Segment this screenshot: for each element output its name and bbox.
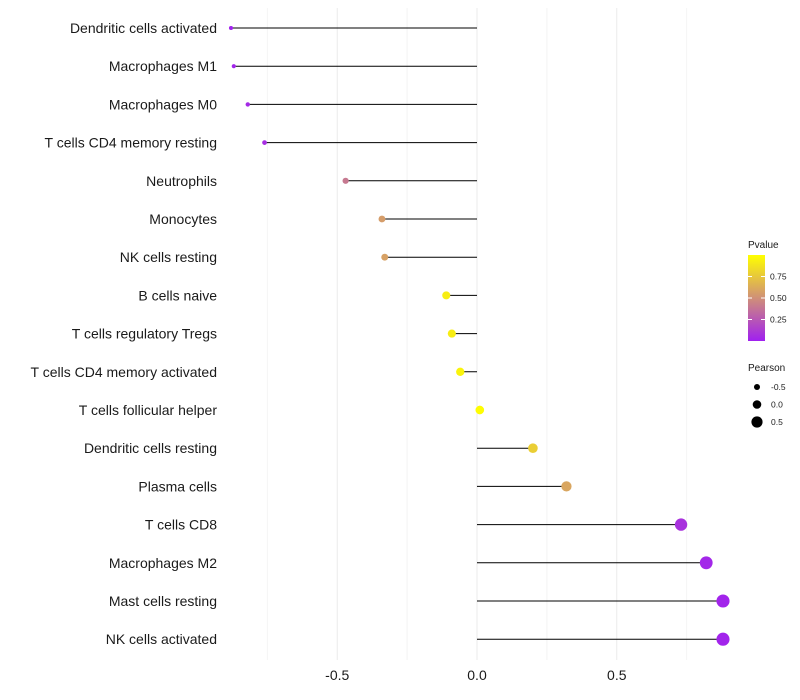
x-axis-ticks: -0.5 0.0 0.5 — [325, 667, 627, 683]
data-point — [245, 102, 250, 107]
x-tick-label: 0.5 — [607, 667, 627, 683]
pvalue-legend-title: Pvalue — [748, 240, 779, 251]
category-label: Dendritic cells resting — [84, 440, 217, 456]
colorbar-tick-label: 0.25 — [770, 315, 787, 325]
data-point — [561, 481, 572, 492]
category-label: B cells naive — [138, 287, 217, 303]
category-label: T cells CD4 memory resting — [45, 135, 217, 151]
colorbar-tick-label: 0.75 — [770, 272, 787, 282]
data-point — [378, 215, 386, 223]
size-legend-dot — [753, 383, 761, 391]
category-label: Monocytes — [149, 211, 217, 227]
data-point — [442, 291, 451, 300]
data-point — [342, 177, 349, 184]
pearson-legend-title: Pearson — [748, 363, 785, 374]
data-point — [475, 405, 485, 415]
size-legend-dot — [752, 400, 762, 409]
stems — [231, 27, 723, 640]
x-tick-label: -0.5 — [325, 667, 349, 683]
data-point — [381, 253, 389, 261]
x-tick-label: 0.0 — [467, 667, 487, 683]
category-label: T cells CD4 memory activated — [31, 364, 217, 380]
data-point — [716, 632, 730, 646]
data-point — [447, 329, 456, 338]
category-labels: Dendritic cells activated Macrophages M1 M… — [31, 20, 218, 647]
category-label: T cells CD8 — [145, 517, 217, 533]
data-point — [716, 594, 730, 608]
pvalue-legend: Pvalue 0.25 0.50 0.75 — [748, 240, 787, 341]
category-label: T cells regulatory Tregs — [72, 326, 217, 342]
gridlines — [266, 8, 688, 660]
category-label: Macrophages M2 — [109, 555, 217, 571]
category-label: Macrophages M1 — [109, 58, 217, 74]
data-point — [674, 518, 688, 531]
points — [228, 25, 730, 646]
data-point — [228, 25, 234, 31]
size-legend-label: 0.5 — [771, 417, 783, 427]
category-label: NK cells resting — [120, 249, 217, 265]
data-point — [262, 140, 267, 145]
category-label: NK cells activated — [106, 631, 217, 647]
category-label: Mast cells resting — [109, 593, 217, 609]
colorbar-tick-label: 0.50 — [770, 293, 787, 303]
data-point — [231, 64, 236, 69]
category-label: Neutrophils — [146, 173, 217, 189]
pvalue-colorbar — [748, 255, 765, 341]
category-label: Plasma cells — [138, 478, 217, 494]
category-label: Dendritic cells activated — [70, 20, 217, 36]
category-label: Macrophages M0 — [109, 96, 217, 112]
size-legend-dot — [751, 416, 763, 428]
category-label: T cells follicular helper — [79, 402, 218, 418]
data-point — [456, 367, 465, 376]
data-point — [528, 443, 538, 454]
pearson-legend: Pearson -0.5 0.0 0.5 — [748, 363, 786, 428]
data-point — [699, 556, 713, 570]
size-legend-label: -0.5 — [771, 382, 786, 392]
size-legend-label: 0.0 — [771, 400, 783, 410]
